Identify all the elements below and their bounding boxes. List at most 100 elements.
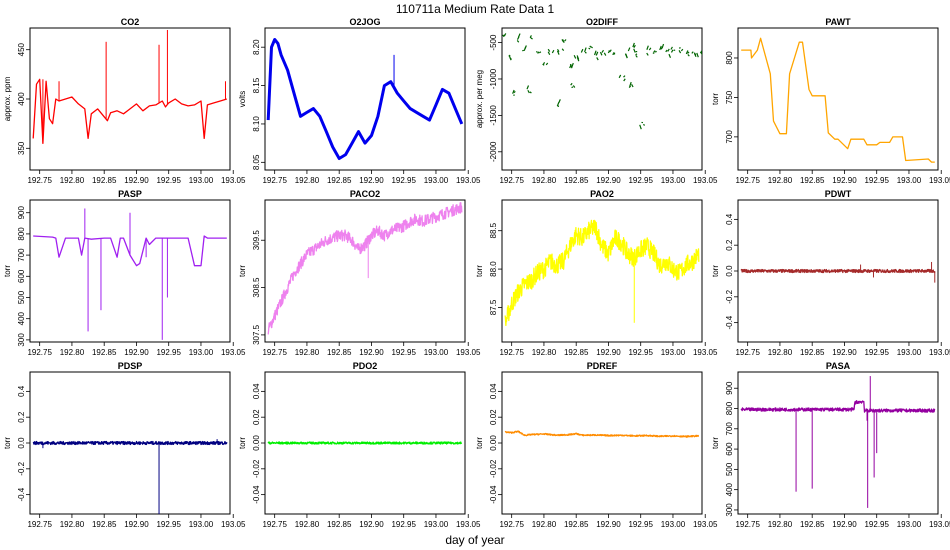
x-tick-label: 192.75 bbox=[27, 348, 52, 357]
x-tick-label: 192.90 bbox=[359, 520, 384, 529]
data-point bbox=[654, 50, 657, 53]
x-tick-label: 192.80 bbox=[295, 176, 320, 185]
data-point bbox=[556, 49, 560, 53]
y-axis-label: approx. per meg bbox=[475, 70, 484, 128]
data-point bbox=[627, 47, 631, 52]
y-tick-label: 300 bbox=[17, 333, 26, 347]
x-tick-label: 193.05 bbox=[929, 520, 950, 529]
data-point bbox=[678, 50, 682, 54]
y-tick-label: -0.04 bbox=[489, 485, 498, 504]
chart-o2jog: O2JOG 192.75 192.80 192.85 192.90 192.95 193.0… bbox=[238, 17, 481, 185]
data-point bbox=[665, 49, 668, 53]
data-point bbox=[648, 47, 652, 51]
data-point bbox=[588, 47, 591, 50]
y-tick-label: 87.5 bbox=[489, 299, 498, 315]
x-tick-label: 192.75 bbox=[262, 176, 287, 185]
y-tick-label: -500 bbox=[489, 34, 498, 51]
y-axis-label: torr bbox=[238, 265, 247, 277]
panels: CO2 192.75 192.80 192.85 192.90 192.95 193.00 1… bbox=[3, 17, 950, 529]
data-layer bbox=[740, 376, 936, 508]
data-point bbox=[551, 49, 555, 54]
x-tick-label: 192.95 bbox=[628, 176, 653, 185]
data-point bbox=[687, 54, 690, 57]
x-tick-label: 192.90 bbox=[832, 176, 857, 185]
data-layer bbox=[504, 219, 700, 327]
chart-title: PASA bbox=[826, 361, 851, 371]
data-point bbox=[516, 40, 520, 43]
y-axis-label: torr bbox=[711, 437, 720, 449]
y-tick-label: 500 bbox=[17, 290, 26, 304]
data-layer bbox=[741, 37, 935, 163]
x-tick-label: 192.75 bbox=[262, 348, 287, 357]
data-point bbox=[596, 57, 599, 61]
data-point bbox=[527, 89, 530, 94]
plot-frame bbox=[264, 27, 466, 171]
data-point bbox=[667, 48, 670, 52]
chart-paco2: PACO2 192.75 192.80 192.85 192.90 192.95 193.0… bbox=[238, 189, 481, 357]
y-tick-label: 800 bbox=[17, 227, 26, 241]
y-tick-label: 900 bbox=[17, 205, 26, 219]
y-tick-label: 300 bbox=[725, 503, 734, 517]
x-tick-label: 192.85 bbox=[564, 176, 589, 185]
data-point bbox=[700, 52, 702, 56]
data-point bbox=[661, 43, 665, 49]
data-point bbox=[526, 85, 530, 90]
chart-title: PASP bbox=[118, 189, 142, 199]
data-point bbox=[564, 39, 567, 42]
x-tick-label: 192.85 bbox=[800, 348, 825, 357]
y-tick-label: 307.5 bbox=[252, 324, 261, 345]
data-point bbox=[545, 62, 549, 66]
y-tick-label: 0.02 bbox=[489, 409, 498, 425]
data-point bbox=[529, 35, 533, 38]
data-point bbox=[508, 54, 511, 57]
series-line bbox=[32, 440, 228, 446]
data-point bbox=[678, 47, 681, 49]
x-tick-label: 193.00 bbox=[424, 348, 449, 357]
data-point bbox=[601, 49, 604, 53]
y-tick-label: 8.05 bbox=[252, 154, 261, 170]
data-point bbox=[571, 62, 574, 68]
x-tick-label: 192.85 bbox=[92, 520, 117, 529]
data-layer bbox=[33, 208, 227, 340]
data-point bbox=[517, 33, 521, 38]
data-point bbox=[635, 54, 638, 58]
y-tick-label: 88.5 bbox=[489, 222, 498, 238]
data-point bbox=[639, 124, 642, 130]
data-point bbox=[513, 90, 516, 94]
x-tick-label: 192.95 bbox=[864, 348, 889, 357]
data-point bbox=[584, 47, 587, 53]
x-tick-label: 192.80 bbox=[532, 520, 557, 529]
y-tick-label: 600 bbox=[17, 269, 26, 283]
chart-title: PAO2 bbox=[590, 189, 614, 199]
chart-pdsp: PDSP 192.75 192.80 192.85 192.90 192.95 193.00… bbox=[3, 361, 246, 529]
data-point bbox=[687, 51, 690, 54]
x-tick-label: 192.75 bbox=[27, 176, 52, 185]
y-tick-label: 0.4 bbox=[17, 385, 26, 397]
x-tick-label: 192.85 bbox=[92, 348, 117, 357]
x-tick-label: 192.75 bbox=[499, 348, 524, 357]
series-line bbox=[741, 37, 935, 163]
chart-title: PAWT bbox=[825, 17, 851, 27]
data-point bbox=[668, 53, 672, 59]
y-tick-label: -0.02 bbox=[489, 459, 498, 478]
y-tick-label: 8.10 bbox=[252, 116, 261, 132]
x-tick-label: 192.75 bbox=[499, 176, 524, 185]
y-tick-label: -0.2 bbox=[17, 461, 26, 475]
data-point bbox=[696, 52, 699, 58]
y-axis-label: torr bbox=[3, 265, 12, 277]
x-tick-label: 192.90 bbox=[596, 176, 621, 185]
chart-pasp: PASP 192.75 192.80 192.85 192.90 192.95 193.00… bbox=[3, 189, 246, 357]
chart-title: CO2 bbox=[121, 17, 140, 27]
y-tick-label: 600 bbox=[725, 442, 734, 456]
data-point bbox=[625, 53, 628, 59]
x-tick-label: 192.80 bbox=[60, 176, 85, 185]
data-layer bbox=[740, 261, 936, 283]
x-tick-label: 192.95 bbox=[156, 176, 181, 185]
y-tick-label: 0.2 bbox=[17, 411, 26, 423]
data-point bbox=[571, 86, 574, 89]
series-line bbox=[33, 235, 227, 267]
x-tick-label: 192.95 bbox=[628, 348, 653, 357]
data-point bbox=[631, 84, 634, 88]
x-tick-label: 192.85 bbox=[800, 176, 825, 185]
